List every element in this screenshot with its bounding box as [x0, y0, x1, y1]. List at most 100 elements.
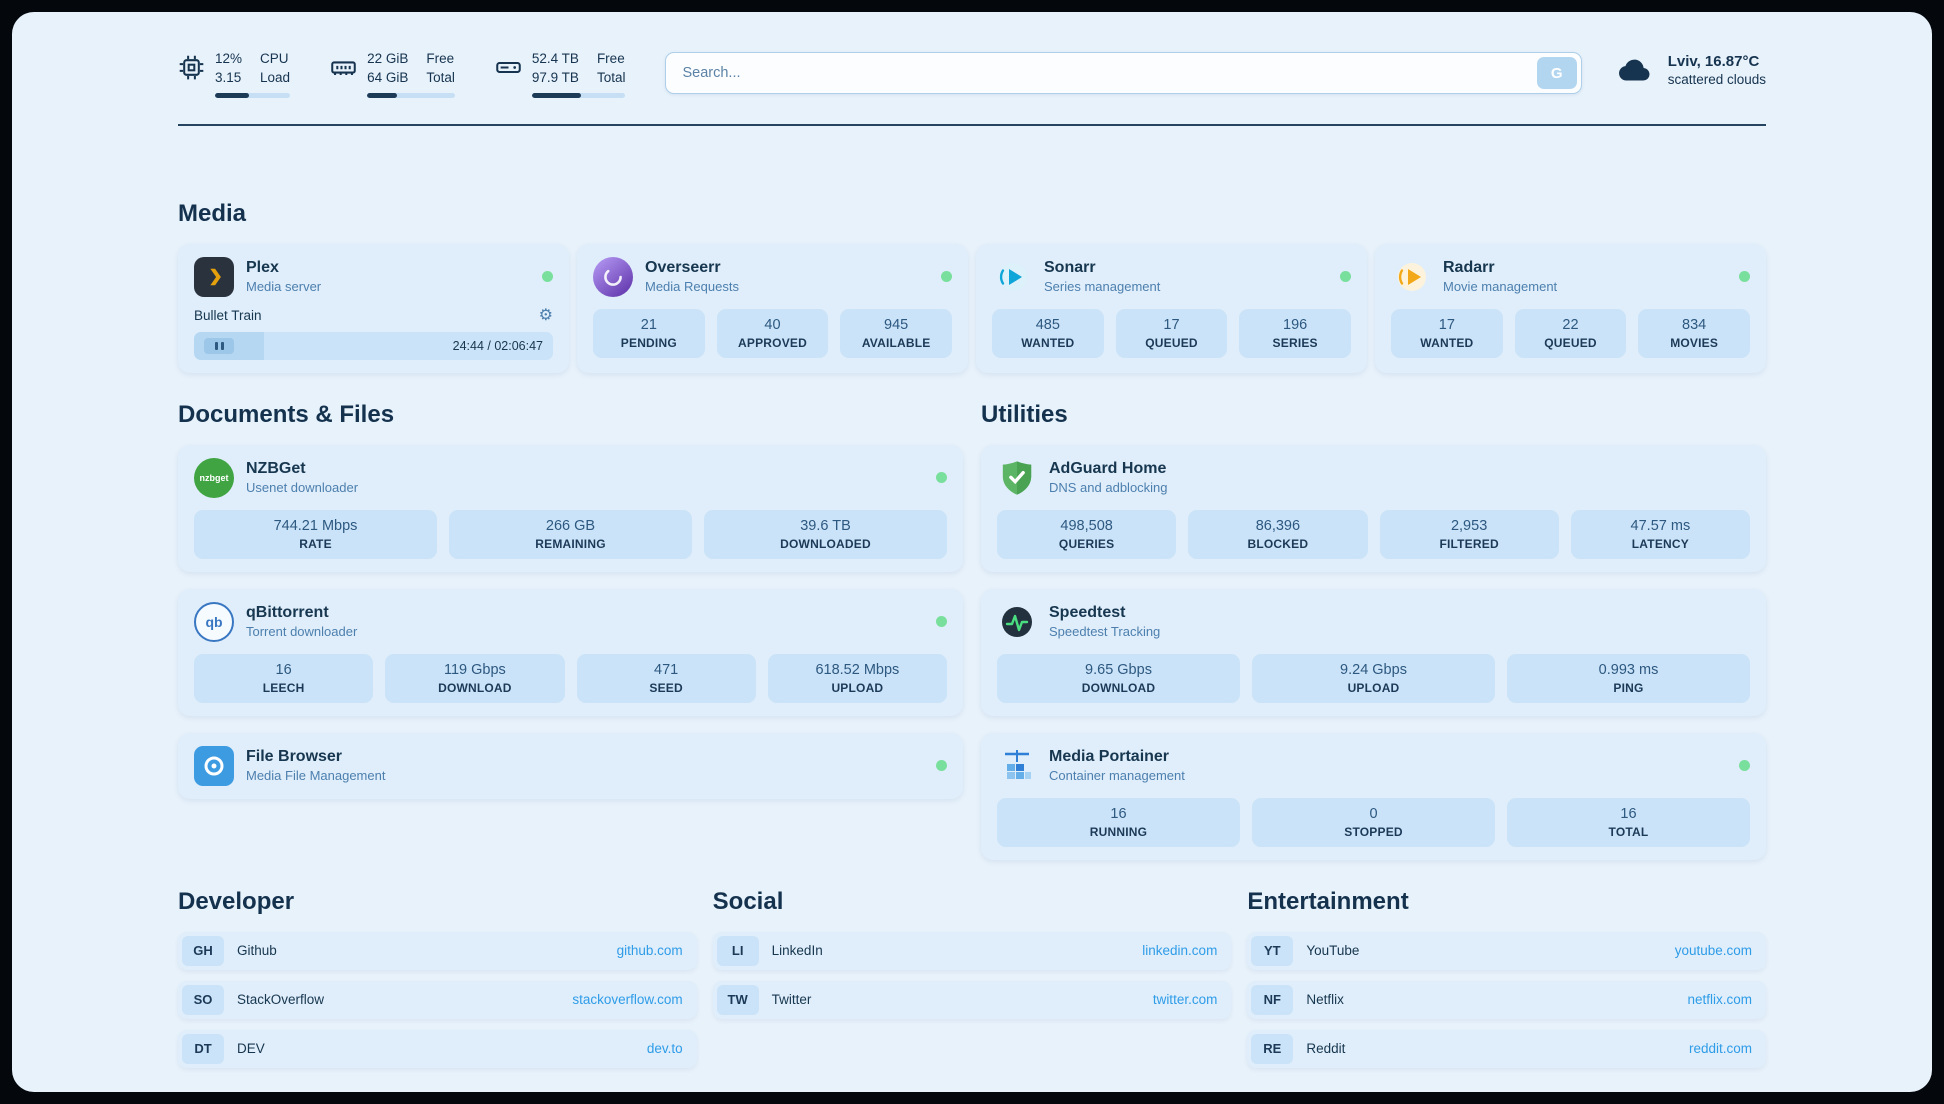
cpu-widget: 12% 3.15 CPU Load — [178, 50, 291, 98]
link-row-twitter[interactable]: TW Twitter twitter.com — [712, 980, 1232, 1019]
stat-value: 47.57 ms — [1630, 517, 1691, 534]
stat-label: DOWNLOAD — [1081, 680, 1156, 695]
overseerr-app-icon[interactable] — [593, 256, 633, 297]
memory-values: 22 GiB 64 GiB — [367, 50, 408, 88]
disk-body: 52.4 TB 97.9 TB Free Total — [531, 50, 626, 98]
radarr-app-icon[interactable] — [1391, 257, 1431, 297]
stat-label: LEECH — [262, 680, 305, 695]
portainer-meta: Media Portainer Container management — [1049, 748, 1185, 783]
plex-app-icon[interactable] — [194, 256, 234, 297]
memory-progress-fill — [367, 92, 397, 98]
plex-card: Plex Media server Bullet Train ⚙ 24:44 / — [178, 243, 569, 373]
radarr-stats: 17 WANTED 22 QUEUED 834 MOVIES — [1391, 308, 1750, 358]
portainer-app-icon[interactable] — [997, 746, 1037, 786]
gear-icon[interactable]: ⚙ — [538, 306, 553, 324]
stat-seed: 471 SEED — [576, 653, 756, 703]
nzbget-app-icon[interactable]: nzbget — [194, 457, 234, 498]
cpu-label-bottom: Load — [260, 69, 291, 85]
adguard-stats: 498,508 QUERIES 86,396 BLOCKED 2,953 FIL… — [997, 509, 1750, 559]
link-url[interactable]: reddit.com — [1688, 1041, 1752, 1057]
link-row-github[interactable]: GH Github github.com — [178, 931, 697, 970]
weather-widget: Lviv, 16.87°C scattered clouds — [1612, 52, 1766, 88]
qbittorrent-app-icon[interactable]: qb — [194, 601, 234, 642]
link-name: Github — [237, 943, 277, 959]
netflix-icon: NF — [1251, 984, 1294, 1015]
media-cards-row: Plex Media server Bullet Train ⚙ 24:44 / — [178, 243, 1766, 373]
link-row-stackoverflow[interactable]: SO StackOverflow stackoverflow.com — [178, 980, 697, 1019]
app-name: Speedtest — [1049, 604, 1126, 622]
app-name: Plex — [246, 259, 279, 277]
app-subtitle: Torrent downloader — [246, 624, 358, 640]
nzbget-card: nzbget NZBGet Usenet downloader 744.21 M… — [178, 444, 963, 572]
speedtest-stats: 9.65 Gbps DOWNLOAD 9.24 Gbps UPLOAD 0.99… — [997, 653, 1750, 703]
sonarr-app-icon[interactable] — [992, 257, 1032, 297]
stat-downloaded: 39.6 TB DOWNLOADED — [704, 509, 947, 559]
stat-label: TOTAL — [1608, 824, 1649, 839]
social-section: Social LI LinkedIn linkedin.com TW Twitt… — [712, 888, 1232, 1068]
stat-value: 119 Gbps — [443, 661, 506, 678]
link-url[interactable]: youtube.com — [1674, 943, 1752, 959]
qbittorrent-meta: qBittorrent Torrent downloader — [246, 604, 357, 639]
header-divider — [178, 123, 1766, 126]
link-row-netflix[interactable]: NF Netflix netflix.com — [1247, 980, 1766, 1019]
app-name: AdGuard Home — [1049, 460, 1167, 478]
cpu-label-top: CPU — [260, 51, 289, 66]
app-subtitle: Movie management — [1443, 279, 1558, 295]
memory-label-bottom: Total — [426, 69, 455, 85]
status-dot — [936, 760, 947, 772]
stat-wanted: 17 WANTED — [1391, 308, 1503, 358]
stat-label: DOWNLOADED — [780, 536, 871, 551]
entertainment-section-title: Entertainment — [1247, 887, 1409, 915]
speedtest-app-icon[interactable] — [997, 602, 1037, 642]
filebrowser-card: File Browser Media File Management — [178, 732, 963, 799]
status-dot — [936, 472, 947, 484]
link-row-youtube[interactable]: YT YouTube youtube.com — [1247, 931, 1766, 970]
overseerr-meta: Overseerr Media Requests — [645, 259, 739, 294]
adguard-app-icon[interactable] — [997, 458, 1037, 498]
link-url[interactable]: stackoverflow.com — [572, 992, 683, 1008]
search-input[interactable] — [665, 52, 1582, 94]
search-engine-button[interactable]: G — [1536, 57, 1577, 89]
stat-remaining: 266 GB REMAINING — [449, 509, 692, 559]
filebrowser-card-header: File Browser Media File Management — [194, 745, 947, 786]
qbittorrent-card: qb qBittorrent Torrent downloader 16 LEE… — [178, 588, 963, 716]
link-url[interactable]: github.com — [616, 943, 683, 959]
link-url[interactable]: dev.to — [646, 1041, 683, 1057]
filebrowser-meta: File Browser Media File Management — [246, 748, 385, 783]
stat-value: 266 GB — [545, 517, 596, 534]
portainer-card: Media Portainer Container management 16 … — [981, 732, 1766, 860]
link-row-dev[interactable]: DT DEV dev.to — [178, 1029, 697, 1068]
entertainment-section: Entertainment YT YouTube youtube.com NF … — [1247, 888, 1766, 1068]
stat-label: DOWNLOAD — [438, 680, 512, 695]
stat-queued: 17 QUEUED — [1115, 308, 1228, 358]
cpu-values: 12% 3.15 — [215, 50, 242, 88]
adguard-card-header: AdGuard Home DNS and adblocking — [997, 458, 1750, 498]
stat-value: 39.6 TB — [800, 517, 851, 534]
stat-label: SEED — [649, 680, 683, 695]
link-url[interactable]: netflix.com — [1687, 992, 1752, 1008]
link-url[interactable]: linkedin.com — [1142, 943, 1218, 959]
developer-section: Developer GH Github github.com SO StackO… — [178, 888, 697, 1068]
radarr-card: Radarr Movie management 17 WANTED 22 QUE… — [1375, 243, 1766, 373]
stat-label: WANTED — [1021, 335, 1075, 350]
stat-label: PING — [1613, 680, 1644, 695]
adguard-card: AdGuard Home DNS and adblocking 498,508 … — [981, 444, 1766, 572]
app-subtitle: Media Requests — [645, 279, 739, 295]
stat-label: RATE — [299, 536, 332, 551]
link-row-reddit[interactable]: RE Reddit reddit.com — [1247, 1029, 1766, 1068]
stat-leech: 16 LEECH — [194, 653, 374, 703]
link-url[interactable]: twitter.com — [1152, 992, 1218, 1008]
stat-blocked: 86,396 BLOCKED — [1188, 509, 1368, 559]
media-section: Media Plex Media server Bullet Train ⚙ — [178, 200, 1766, 373]
stat-value: 40 — [764, 316, 781, 333]
pause-button[interactable] — [204, 337, 234, 354]
plex-seek-bar[interactable]: 24:44 / 02:06:47 — [194, 331, 553, 360]
sonarr-meta: Sonarr Series management — [1044, 259, 1160, 294]
stat-label: UPLOAD — [1347, 680, 1400, 695]
stat-value: 834 — [1682, 316, 1707, 333]
filebrowser-app-icon[interactable] — [194, 745, 234, 786]
disk-total-value: 97.9 TB — [531, 69, 579, 85]
link-row-linkedin[interactable]: LI LinkedIn linkedin.com — [712, 931, 1232, 970]
documents-section: Documents & Files nzbget NZBGet Usenet d… — [178, 401, 963, 860]
stat-filtered: 2,953 FILTERED — [1379, 509, 1559, 559]
